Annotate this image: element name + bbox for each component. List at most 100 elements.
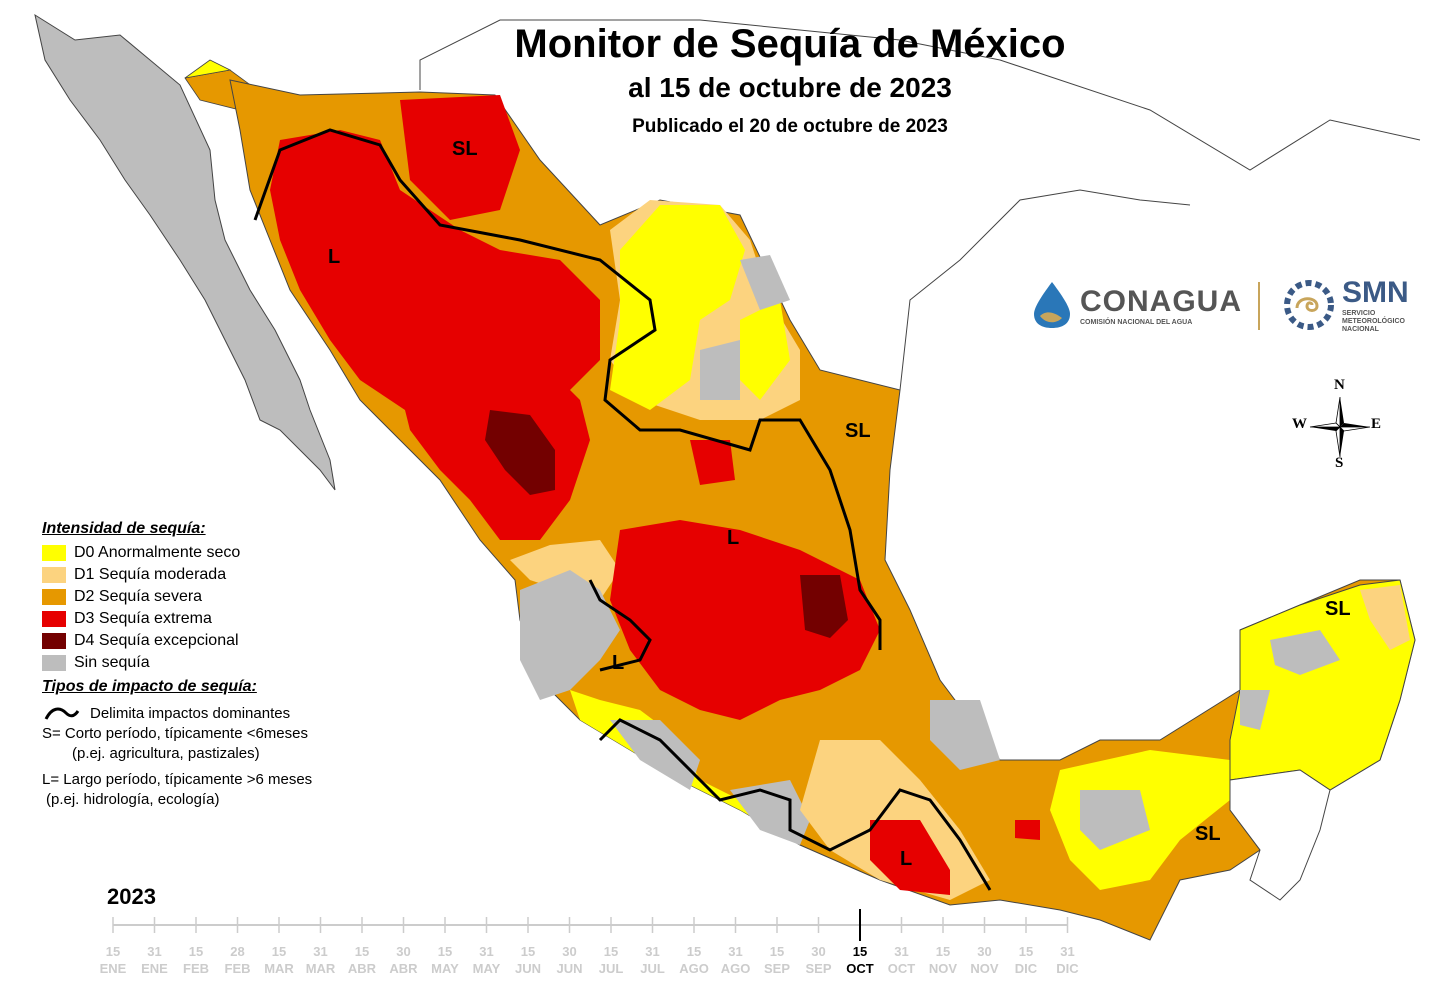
tick-month: ENE: [99, 961, 127, 976]
impact-line-entry: Delimita impactos dominantes: [42, 704, 402, 724]
tick-month: OCT: [887, 961, 916, 976]
legend-label: D0 Anormalmente seco: [74, 544, 241, 561]
timeline-tick-label: 15 SEP: [756, 943, 798, 977]
timeline-tick-label: 28 FEB: [217, 943, 259, 977]
smn-emblem-icon: [1284, 280, 1334, 330]
timeline-tick-label: 15 ENE: [92, 943, 134, 977]
timeline-year: 2023: [107, 884, 156, 909]
legend-swatch: [42, 567, 66, 583]
impact-line-south: [598, 718, 992, 891]
impact-s-text: S= Corto período, típicamente <6meses: [42, 725, 308, 742]
tick-month: JUN: [556, 961, 583, 976]
tick-day: 30: [811, 944, 826, 959]
tick-day: 15: [188, 944, 204, 959]
tick-month: FEB: [224, 961, 251, 976]
tick-month: MAR: [264, 961, 294, 976]
tick-day: 30: [977, 944, 992, 959]
legend-label: D1 Sequía moderada: [74, 566, 227, 583]
legend-swatch: [42, 655, 66, 671]
tick-month: OCT: [846, 961, 874, 976]
tick-month: MAY: [472, 961, 501, 976]
legend-swatch: [42, 611, 66, 627]
smn-subtitle-2: METEOROLÓGICO: [1342, 318, 1405, 325]
legend-impact-title: Tipos de impacto de sequía:: [42, 678, 257, 695]
tick-month: AGO: [679, 961, 709, 976]
timeline-tick-label: 15 AGO: [673, 943, 715, 977]
tick-month: JUL: [598, 961, 624, 976]
tick-month: MAY: [431, 961, 459, 976]
map-label: SL: [1325, 598, 1351, 620]
logo-divider: [1258, 282, 1260, 330]
timeline-axis: [112, 909, 1069, 941]
tick-day: 15: [935, 944, 951, 959]
tick-month: DIC: [1056, 961, 1079, 976]
legend-swatch: [42, 545, 66, 561]
smn-wordmark: SMN: [1342, 276, 1409, 309]
legend-items: D0 Anormalmente seco D1 Sequía moderada D2…: [42, 542, 402, 674]
map-label: L: [612, 652, 625, 674]
timeline-tick-label: 31 AGO: [715, 943, 757, 977]
tick-day: 31: [645, 944, 660, 959]
tick-day: 15: [271, 944, 287, 959]
baja-california: [34, 13, 336, 491]
legend-item: Sin sequía: [42, 652, 402, 674]
legend-label: D4 Sequía excepcional: [74, 632, 239, 649]
map-label: SL: [845, 420, 871, 442]
tick-day: 15: [769, 944, 785, 959]
timeline-tick-label: 31 OCT: [881, 943, 923, 977]
tick-day: 15: [105, 944, 121, 959]
tick-month: FEB: [183, 961, 209, 976]
published-date: Publicado el 20 de octubre de 2023: [632, 116, 948, 137]
map-label: L: [727, 527, 740, 549]
impact-l-text: L= Largo período, típicamente >6 meses: [42, 771, 313, 788]
timeline-tick-label: 30 JUN: [549, 943, 591, 977]
compass-north: N: [1334, 377, 1345, 393]
tick-day: 31: [147, 944, 162, 959]
compass-west: W: [1292, 416, 1307, 432]
tick-day: 31: [479, 944, 494, 959]
legend-intensity-title: Intensidad de sequía:: [42, 520, 206, 537]
map-label: SL: [452, 138, 478, 160]
timeline-tick-label: 30 SEP: [798, 943, 840, 977]
map-label: L: [900, 848, 913, 870]
timeline-tick-label: 15 NOV: [922, 943, 964, 977]
legend-item: D4 Sequía excepcional: [42, 630, 402, 652]
conagua-emblem-icon: [1034, 282, 1070, 328]
compass-south: S: [1335, 455, 1344, 471]
tick-month: ABR: [347, 961, 377, 976]
tick-day: 31: [894, 944, 909, 959]
tick-month: JUL: [640, 961, 665, 976]
tick-day: 31: [728, 944, 743, 959]
impact-l-example: (p.ej. hidrología, ecología): [46, 791, 220, 808]
tick-day: 15: [686, 944, 702, 959]
tick-month: ENE: [141, 961, 168, 976]
tick-month: SEP: [763, 961, 790, 976]
timeline-tick-label: 31 ENE: [134, 943, 176, 977]
smn-subtitle-1: SERVICIO: [1342, 310, 1376, 317]
timeline: 15 ENE 31 ENE 15 FEB 28 FEB 15 MAR 31 MAR 15 ABR 30 ABR…: [95, 905, 1085, 990]
legend-label: D3 Sequía extrema: [74, 610, 212, 627]
timeline-tick-label: 31 DIC: [1047, 943, 1089, 977]
compass-rose-icon: [1309, 396, 1371, 458]
map-label: L: [328, 246, 341, 268]
conagua-subtitle: COMISIÓN NACIONAL DEL AGUA: [1080, 318, 1193, 326]
legend: Intensidad de sequía: D0 Anormalmente se…: [42, 520, 402, 810]
tick-day: 15: [1018, 944, 1034, 959]
tick-day: 15: [852, 944, 868, 959]
tick-day: 31: [1060, 944, 1075, 959]
timeline-tick-label: 30 NOV: [964, 943, 1006, 977]
tick-day: 15: [520, 944, 536, 959]
tick-day: 31: [313, 944, 328, 959]
timeline-tick-label: 31 JUL: [632, 943, 674, 977]
timeline-current-label: 15 OCT: [839, 943, 881, 977]
smn-logo: SMN SERVICIO METEOROLÓGICO NACIONAL: [1282, 270, 1409, 340]
impact-s-example: (p.ej. agricultura, pastizales): [72, 745, 260, 762]
compass-east: E: [1371, 416, 1382, 432]
legend-swatch: [42, 589, 66, 605]
map-subtitle: al 15 de octubre de 2023: [628, 72, 952, 103]
timeline-tick-label: 15 JUN: [507, 943, 549, 977]
legend-item: D1 Sequía moderada: [42, 564, 402, 586]
tick-month: SEP: [805, 961, 832, 976]
impact-line-icon: [44, 707, 80, 720]
